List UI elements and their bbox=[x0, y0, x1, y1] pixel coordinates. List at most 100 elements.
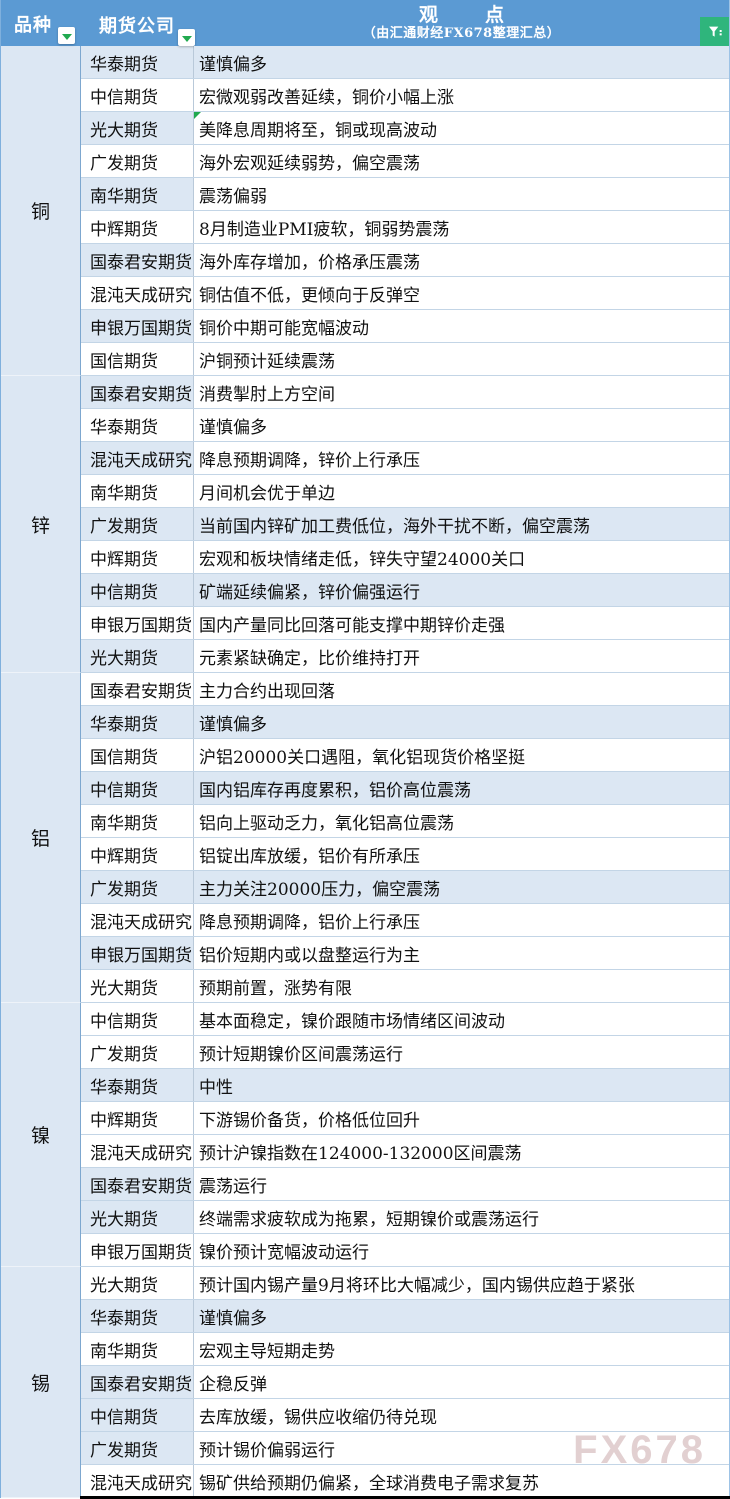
company-cell: 国泰君安期货 bbox=[81, 1168, 194, 1200]
table-row: 申银万国期货 铜价中期可能宽幅波动 bbox=[81, 310, 729, 343]
company-cell: 中辉期货 bbox=[81, 211, 194, 243]
table-row: 华泰期货 谨慎偏多 bbox=[81, 1300, 729, 1333]
filter-funnel-button[interactable] bbox=[700, 17, 729, 46]
filter-dropdown-arrow-icon bbox=[61, 33, 72, 40]
table-row: 光大期货 元素紧缺确定，比价维持打开 bbox=[81, 640, 729, 673]
company-cell: 南华期货 bbox=[81, 1333, 194, 1365]
viewpoint-cell: 消费掣肘上方空间 bbox=[199, 384, 335, 405]
company-cell: 南华期货 bbox=[81, 805, 194, 837]
company-cell: 光大期货 bbox=[81, 1201, 194, 1233]
company-cell: 国信期货 bbox=[81, 343, 194, 375]
company-cell: 光大期货 bbox=[81, 970, 194, 1002]
viewpoint-cell: 企稳反弹 bbox=[199, 1374, 267, 1395]
table-row: 混沌天成研究 锡矿供给预期仍偏紧，全球消费电子需求复苏 bbox=[81, 1465, 729, 1498]
company-cell: 华泰期货 bbox=[81, 1300, 194, 1332]
viewpoint-cell: 去库放缓，锡供应收缩仍待兑现 bbox=[199, 1407, 437, 1428]
company-cell: 广发期货 bbox=[81, 1432, 194, 1464]
company-cell: 中辉期货 bbox=[81, 838, 194, 870]
company-cell: 南华期货 bbox=[81, 475, 194, 507]
table-row: 混沌天成研究 预计沪镍指数在124000-132000区间震荡 bbox=[81, 1135, 729, 1168]
viewpoint-cell: 主力合约出现回落 bbox=[199, 681, 335, 702]
company-cell: 华泰期货 bbox=[81, 46, 194, 78]
table-row: 南华期货 震荡偏弱 bbox=[81, 178, 729, 211]
table-bottom-border bbox=[80, 1496, 730, 1499]
table-row: 中辉期货 下游锡价备货，价格低位回升 bbox=[81, 1102, 729, 1135]
company-cell: 申银万国期货 bbox=[81, 607, 194, 639]
viewpoint-cell: 谨慎偏多 bbox=[194, 706, 729, 738]
table-row: 华泰期货 中性 bbox=[81, 1069, 729, 1102]
table-row: 中信期货 宏微观弱改善延续，铜价小幅上涨 bbox=[81, 79, 729, 112]
section-tin: 锡光大期货 预计国内锡产量9月将环比大幅减少，国内锡供应趋于紧张 华泰期货 谨慎偏多南… bbox=[1, 1267, 729, 1498]
company-cell: 广发期货 bbox=[81, 508, 194, 540]
viewpoint-cell: 震荡偏弱 bbox=[199, 186, 267, 207]
variety-cell-tin: 锡 bbox=[1, 1267, 81, 1498]
viewpoint-cell: 谨慎偏多 bbox=[199, 417, 267, 438]
viewpoint-cell: 当前国内锌矿加工费低位，海外干扰不断，偏空震荡 bbox=[194, 508, 729, 540]
table-row: 国信期货 沪铜预计延续震荡 bbox=[81, 343, 729, 376]
table-row: 中信期货 矿端延续偏紧，锌价偏强运行 bbox=[81, 574, 729, 607]
table-row: 国泰君安期货 企稳反弹 bbox=[81, 1366, 729, 1399]
company-filter-dropdown-button[interactable] bbox=[178, 29, 195, 46]
company-cell: 混沌天成研究 bbox=[81, 904, 194, 936]
company-cell: 国信期货 bbox=[81, 739, 194, 771]
section-rows: 光大期货 预计国内锡产量9月将环比大幅减少，国内锡供应趋于紧张 华泰期货 谨慎偏多 南华… bbox=[81, 1267, 729, 1498]
company-column-label: 期货公司 bbox=[99, 16, 175, 37]
company-cell: 中信期货 bbox=[81, 772, 194, 804]
company-cell: 华泰期货 bbox=[81, 1069, 194, 1101]
section-nickel: 镍中信期货 基本面稳定，镍价跟随市场情绪区间波动 广发期货 预计短期镍价区间震荡运行华… bbox=[1, 1003, 729, 1267]
viewpoint-cell: 铜估值不低，更倾向于反弹空 bbox=[199, 285, 420, 306]
company-cell: 广发期货 bbox=[81, 871, 194, 903]
company-cell: 中信期货 bbox=[81, 1399, 194, 1431]
table-row: 广发期货 海外宏观延续弱势，偏空震荡 bbox=[81, 145, 729, 178]
viewpoint-cell: 降息预期调降，铝价上行承压 bbox=[199, 912, 420, 933]
viewpoint-cell: 预计锡价偏弱运行 bbox=[199, 1440, 335, 1461]
table-row: 申银万国期货 国内产量同比回落可能支撑中期锌价走强 bbox=[81, 607, 729, 640]
variety-filter-dropdown-button[interactable] bbox=[58, 27, 75, 44]
viewpoint-cell: 海外库存增加，价格承压震荡 bbox=[199, 252, 420, 273]
viewpoint-cell: 谨慎偏多 bbox=[194, 46, 729, 78]
viewpoint-cell: 预计沪镍指数在124000-132000区间震荡 bbox=[199, 1143, 522, 1164]
header-cell-company: 期货公司 bbox=[81, 0, 195, 46]
table-header: 品种 期货公司 观 点 （由汇通财经FX678整理汇总） bbox=[1, 0, 729, 46]
viewpoint-cell: 铝价短期内或以盘整运行为主 bbox=[199, 945, 420, 966]
section-copper: 铜华泰期货 谨慎偏多 中信期货 宏微观弱改善延续，铜价小幅上涨 光大期货 美降息周期将至，… bbox=[1, 46, 729, 376]
viewpoint-cell: 基本面稳定，镍价跟随市场情绪区间波动 bbox=[199, 1011, 505, 1032]
section-zinc: 锌国泰君安期货 消费掣肘上方空间 华泰期货 谨慎偏多 混沌天成研究 降息预期调降，锌价上行… bbox=[1, 376, 729, 673]
company-cell: 申银万国期货 bbox=[81, 937, 194, 969]
viewpoint-cell: 沪铜预计延续震荡 bbox=[199, 351, 335, 372]
viewpoint-cell: 国内产量同比回落可能支撑中期锌价走强 bbox=[199, 615, 505, 636]
company-cell: 中辉期货 bbox=[81, 1102, 194, 1134]
table-row: 国泰君安期货 震荡运行 bbox=[81, 1168, 729, 1201]
table-row: 混沌天成研究 铜估值不低，更倾向于反弹空 bbox=[81, 277, 729, 310]
company-cell: 中信期货 bbox=[81, 574, 194, 606]
viewpoint-cell: 震荡运行 bbox=[199, 1176, 267, 1197]
company-cell: 华泰期货 bbox=[81, 409, 194, 441]
table-row: 申银万国期货 铝价短期内或以盘整运行为主 bbox=[81, 937, 729, 970]
table-row: 华泰期货 谨慎偏多 bbox=[81, 46, 729, 79]
table-row: 光大期货 终端需求疲软成为拖累，短期镍价或震荡运行 bbox=[81, 1201, 729, 1234]
viewpoint-cell: 谨慎偏多 bbox=[194, 1300, 729, 1332]
table-row: 南华期货 宏观主导短期走势 bbox=[81, 1333, 729, 1366]
section-aluminum: 铝国泰君安期货 主力合约出现回落 华泰期货 谨慎偏多 国信期货 沪铝20000关口遇阻，氧… bbox=[1, 673, 729, 1003]
header-cell-viewpoint: 观 点 （由汇通财经FX678整理汇总） bbox=[194, 0, 729, 46]
viewpoint-cell: 铝锭出库放缓，铝价有所承压 bbox=[199, 846, 420, 867]
company-cell: 光大期货 bbox=[81, 112, 194, 144]
table-row: 申银万国期货 镍价预计宽幅波动运行 bbox=[81, 1234, 729, 1267]
table-row: 混沌天成研究 降息预期调降，锌价上行承压 bbox=[81, 442, 729, 475]
viewpoint-cell: 矿端延续偏紧，锌价偏强运行 bbox=[194, 574, 729, 606]
company-cell: 国泰君安期货 bbox=[81, 244, 194, 276]
table-row: 南华期货 铝向上驱动乏力，氧化铝高位震荡 bbox=[81, 805, 729, 838]
company-cell: 申银万国期货 bbox=[81, 310, 194, 342]
company-cell: 混沌天成研究 bbox=[81, 1465, 194, 1497]
company-cell: 广发期货 bbox=[81, 1036, 194, 1068]
viewpoint-cell: 铜价中期可能宽幅波动 bbox=[199, 318, 369, 339]
variety-cell-nickel: 镍 bbox=[1, 1003, 81, 1267]
table-row: 中信期货 去库放缓，锡供应收缩仍待兑现 bbox=[81, 1399, 729, 1432]
viewpoint-cell: 预计国内锡产量9月将环比大幅减少，国内锡供应趋于紧张 bbox=[199, 1275, 635, 1296]
company-cell: 申银万国期货 bbox=[81, 1234, 194, 1266]
variety-cell-aluminum: 铝 bbox=[1, 673, 81, 1003]
viewpoint-column-title: 观 点 bbox=[418, 3, 518, 26]
viewpoint-cell: 月间机会优于单边 bbox=[199, 483, 335, 504]
viewpoint-cell: 美降息周期将至，铜或现高波动 bbox=[194, 112, 729, 144]
variety-column-label: 品种 bbox=[14, 15, 52, 36]
